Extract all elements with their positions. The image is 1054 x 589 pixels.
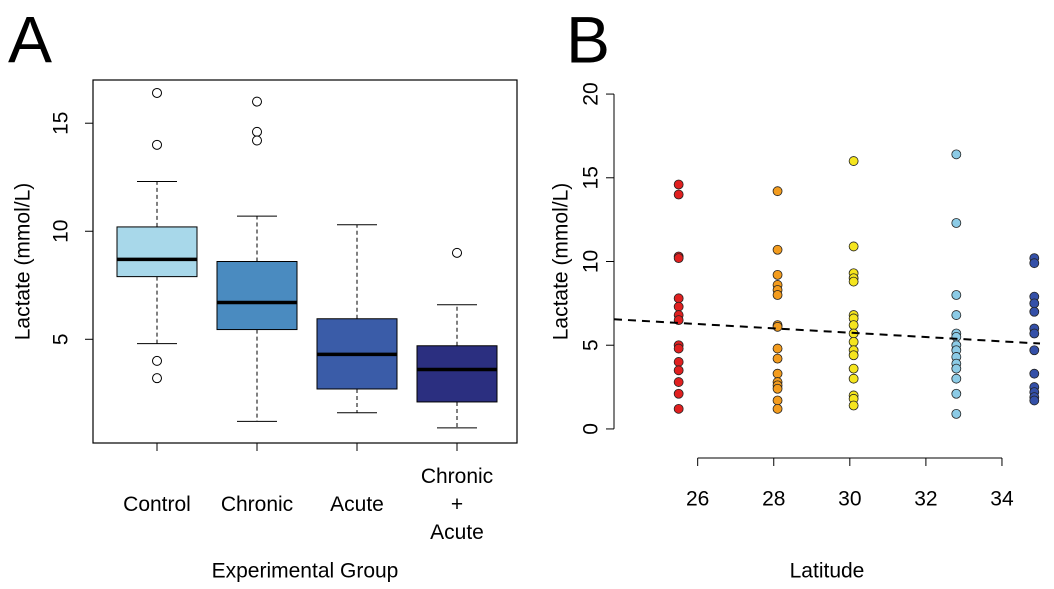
point	[673, 179, 684, 190]
point	[772, 353, 783, 364]
point	[1029, 345, 1040, 356]
x-tick-label: Acute	[330, 493, 384, 516]
point	[1029, 258, 1040, 269]
point	[951, 388, 962, 399]
point	[951, 310, 962, 320]
point	[772, 186, 783, 197]
point	[848, 400, 859, 411]
point	[673, 293, 684, 304]
y-tick-label: 15	[50, 112, 73, 135]
plot-frame	[92, 79, 518, 444]
y-tick-label: 15	[580, 166, 603, 189]
outlier	[152, 87, 162, 98]
point	[848, 373, 859, 384]
y-axis-label: Lactate (mmol/L)	[12, 183, 35, 341]
point	[951, 373, 962, 384]
point	[673, 189, 684, 200]
y-axis-label: Lactate (mmol/L)	[550, 183, 573, 341]
panel-label: A	[8, 2, 52, 76]
box	[416, 345, 498, 403]
point	[951, 290, 962, 300]
point	[848, 363, 859, 374]
x-tick-label: 28	[762, 488, 785, 511]
outlier	[252, 126, 262, 137]
outlier	[152, 355, 162, 366]
point	[1029, 298, 1040, 309]
point	[951, 149, 962, 160]
box	[216, 261, 298, 331]
box	[116, 226, 198, 278]
point	[951, 408, 962, 419]
point	[673, 377, 684, 387]
x-axis-label: Latitude	[790, 560, 865, 583]
point	[1029, 328, 1040, 339]
outlier	[152, 139, 162, 150]
y-tick-label: 0	[580, 423, 603, 435]
point	[848, 320, 859, 331]
point	[1029, 368, 1040, 379]
point	[772, 403, 783, 414]
x-tick-label: 34	[990, 488, 1014, 511]
point	[673, 365, 684, 376]
y-tick-label: 5	[580, 339, 603, 351]
outlier	[252, 135, 262, 146]
x-tick-label: Chronic	[220, 493, 294, 516]
point	[673, 403, 684, 414]
point	[772, 290, 783, 300]
point	[772, 269, 783, 280]
point	[772, 343, 783, 354]
trend-line	[613, 318, 1041, 345]
point	[673, 253, 684, 264]
point	[951, 363, 962, 374]
point	[772, 395, 783, 406]
x-tick-label: 30	[838, 488, 861, 511]
point	[848, 156, 859, 166]
point	[848, 276, 859, 287]
point	[951, 218, 962, 228]
y-tick-label: 5	[50, 333, 73, 345]
x-axis-label: Experimental Group	[212, 560, 399, 583]
y-tick-label: 10	[50, 220, 73, 243]
point	[673, 343, 684, 354]
point	[848, 350, 859, 361]
y-tick-label: 20	[580, 82, 603, 105]
x-tick-label: 26	[686, 488, 709, 511]
outlier	[252, 96, 262, 107]
point	[772, 244, 783, 255]
point	[772, 383, 783, 394]
x-tick-label: Control	[123, 493, 191, 516]
point	[951, 331, 962, 342]
point	[848, 241, 859, 252]
x-tick-label: 32	[914, 488, 937, 511]
point	[1029, 395, 1040, 406]
point	[673, 357, 684, 367]
point	[772, 368, 783, 379]
outlier	[452, 247, 462, 258]
outlier	[152, 373, 162, 384]
y-tick-label: 10	[580, 250, 603, 273]
point	[1029, 306, 1040, 317]
point	[673, 301, 684, 312]
point	[673, 388, 684, 399]
panel-label: B	[566, 2, 610, 76]
point	[772, 321, 783, 332]
point	[848, 336, 859, 347]
x-tick-label: Chronic + Acute	[420, 465, 494, 544]
